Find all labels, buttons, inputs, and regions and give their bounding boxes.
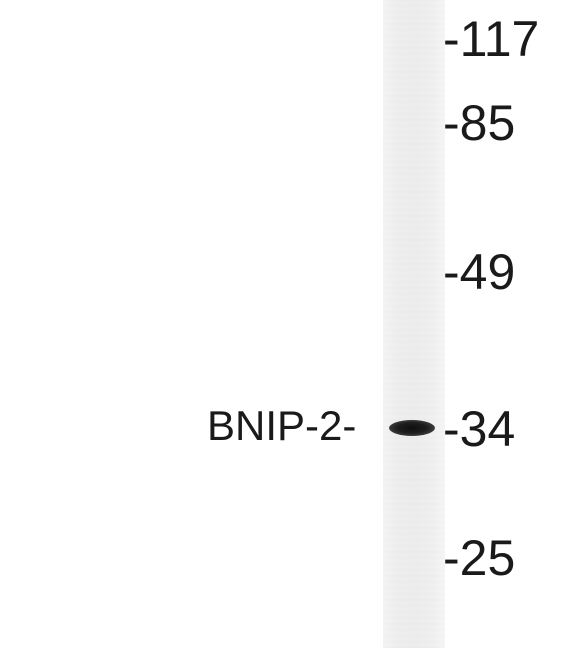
marker-25: -25 [443,530,516,586]
marker-85: -85 [443,95,516,151]
marker-34: -34 [443,401,516,457]
protein-band [389,420,435,436]
marker-49: -49 [443,244,516,300]
protein-label: BNIP-2- [207,402,357,449]
blot-lane [383,0,445,648]
marker-117: -117 [443,11,540,67]
